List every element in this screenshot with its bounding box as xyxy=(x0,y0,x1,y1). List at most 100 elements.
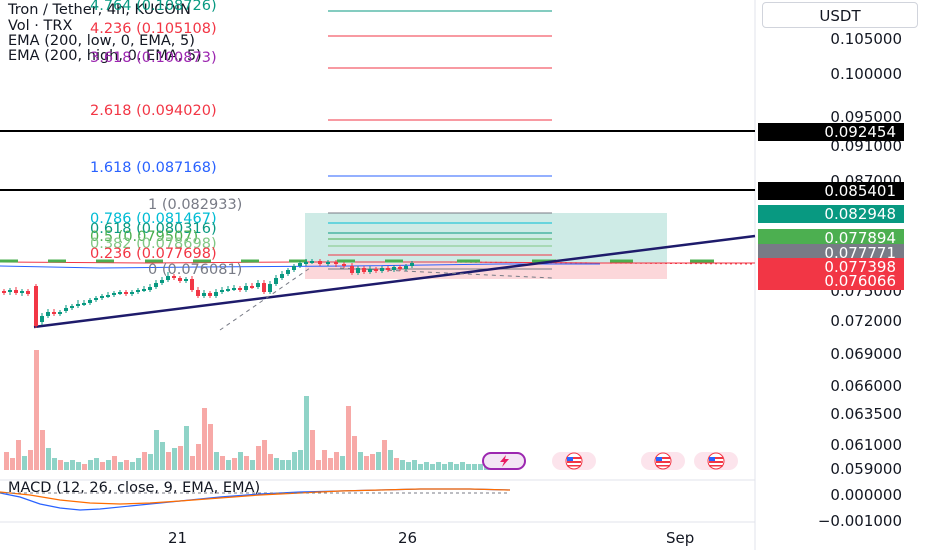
candle-body xyxy=(334,262,338,264)
volume-bar xyxy=(76,462,81,470)
candle-body xyxy=(342,264,346,266)
volume-bar xyxy=(268,454,273,470)
volume-bars xyxy=(4,350,489,470)
fib-level-label: 3.618 (0.100873) xyxy=(90,50,217,66)
volume-bar xyxy=(220,456,225,470)
ema-high-legend[interactable]: EMA (200, high, 0, EMA, 5) xyxy=(8,48,202,64)
volume-bar xyxy=(478,464,483,470)
lightning-event-icon[interactable] xyxy=(482,452,526,470)
candle-body xyxy=(34,286,38,326)
volume-bar xyxy=(130,462,135,470)
volume-bar xyxy=(154,430,159,470)
price-tag: 0.085401 xyxy=(758,182,904,200)
symbol-legend[interactable]: Tron / Tether, 4h, KUCOIN xyxy=(8,2,191,18)
ema-low-legend[interactable]: EMA (200, low, 0, EMA, 5) xyxy=(8,33,195,49)
price-axis-label: −0.001000 xyxy=(817,512,902,530)
price-axis-label: 0.072000 xyxy=(830,312,902,330)
volume-bar xyxy=(250,460,255,470)
volume-bar xyxy=(454,464,459,470)
volume-bar xyxy=(244,456,249,470)
candle-body xyxy=(64,308,68,311)
volume-bar xyxy=(238,452,243,470)
volume-bar xyxy=(400,460,405,470)
volume-bar xyxy=(310,430,315,470)
candle-body xyxy=(256,283,260,287)
volume-bar xyxy=(196,444,201,470)
fib-level-label: 0.5 (0.079507) xyxy=(90,229,199,245)
fib-level-label: 1 (0.082933) xyxy=(148,197,243,213)
candle-body xyxy=(142,289,146,291)
candle-body xyxy=(76,304,80,306)
ema-low-line xyxy=(0,263,600,269)
us-flag-event-icon[interactable] xyxy=(694,452,738,470)
volume-bar xyxy=(232,458,237,470)
price-axis-label: 0.059000 xyxy=(830,460,902,478)
price-tag: 0.077398 xyxy=(758,258,904,276)
price-axis-label: 0.066000 xyxy=(830,377,902,395)
us-flag-event-icon[interactable] xyxy=(552,452,596,470)
volume-bar xyxy=(328,458,333,470)
candle-body xyxy=(160,280,164,283)
candle-body xyxy=(274,278,278,284)
candle-body xyxy=(118,292,122,294)
volume-bar xyxy=(376,452,381,470)
currency-button[interactable]: USDT xyxy=(762,2,918,28)
volume-bar xyxy=(166,452,171,470)
ascending-trendline xyxy=(33,234,756,329)
volume-bar xyxy=(382,440,387,470)
candle-body xyxy=(398,267,402,269)
macd-legend[interactable]: MACD (12, 26, close, 9, EMA, EMA) xyxy=(8,480,261,496)
volume-bar xyxy=(52,458,57,470)
volume-bar xyxy=(460,462,465,470)
volume-bar xyxy=(358,452,363,470)
candle-body xyxy=(46,312,50,316)
volume-bar xyxy=(394,458,399,470)
fib-extension-lines xyxy=(328,10,552,270)
us-flag-event-icon[interactable] xyxy=(641,452,685,470)
price-axis-label: 0.061000 xyxy=(830,436,902,454)
volume-bar xyxy=(40,430,45,470)
price-axis-label: 0.105000 xyxy=(830,30,902,48)
fib-level-label: 1.618 (0.087168) xyxy=(90,160,217,176)
volume-bar xyxy=(10,458,15,470)
volume-bar xyxy=(4,452,9,470)
time-label-21: 21 xyxy=(168,529,188,547)
volume-bar xyxy=(148,454,153,470)
candle-body xyxy=(238,288,242,290)
candle-body xyxy=(70,306,74,308)
volume-bar xyxy=(316,460,321,470)
candle-body xyxy=(82,303,86,305)
candle-body xyxy=(374,269,378,271)
candle-body xyxy=(410,263,414,266)
volume-bar xyxy=(262,440,267,470)
volume-bar xyxy=(172,448,177,470)
time-label-26: 26 xyxy=(398,529,418,547)
candle-body xyxy=(262,283,266,292)
volume-legend[interactable]: Vol · TRX xyxy=(8,18,73,34)
volume-bar xyxy=(322,450,327,470)
volume-bar xyxy=(418,464,423,470)
candle-body xyxy=(298,263,302,266)
volume-bar xyxy=(184,426,189,470)
volume-bar xyxy=(28,450,33,470)
volume-bar xyxy=(190,456,195,470)
price-tag: 0.082948 xyxy=(758,205,904,223)
candle-body xyxy=(250,286,254,288)
volume-bar xyxy=(202,408,207,470)
candle-body xyxy=(232,288,236,290)
candlesticks xyxy=(2,259,414,328)
volume-bar xyxy=(406,462,411,470)
candle-body xyxy=(286,270,290,274)
fib-level-label: 4.236 (0.105108) xyxy=(90,21,217,37)
volume-bar xyxy=(46,448,51,470)
price-axis-label: 0.000000 xyxy=(830,486,902,504)
candle-body xyxy=(154,283,158,287)
price-tag: 0.077894 xyxy=(758,229,904,247)
volume-bar xyxy=(118,462,123,470)
volume-bar xyxy=(82,464,87,470)
candle-body xyxy=(106,295,110,297)
price-axis-label: 0.095000 xyxy=(830,108,902,126)
candle-body xyxy=(26,291,30,294)
price-tag: 0.092454 xyxy=(758,123,904,141)
